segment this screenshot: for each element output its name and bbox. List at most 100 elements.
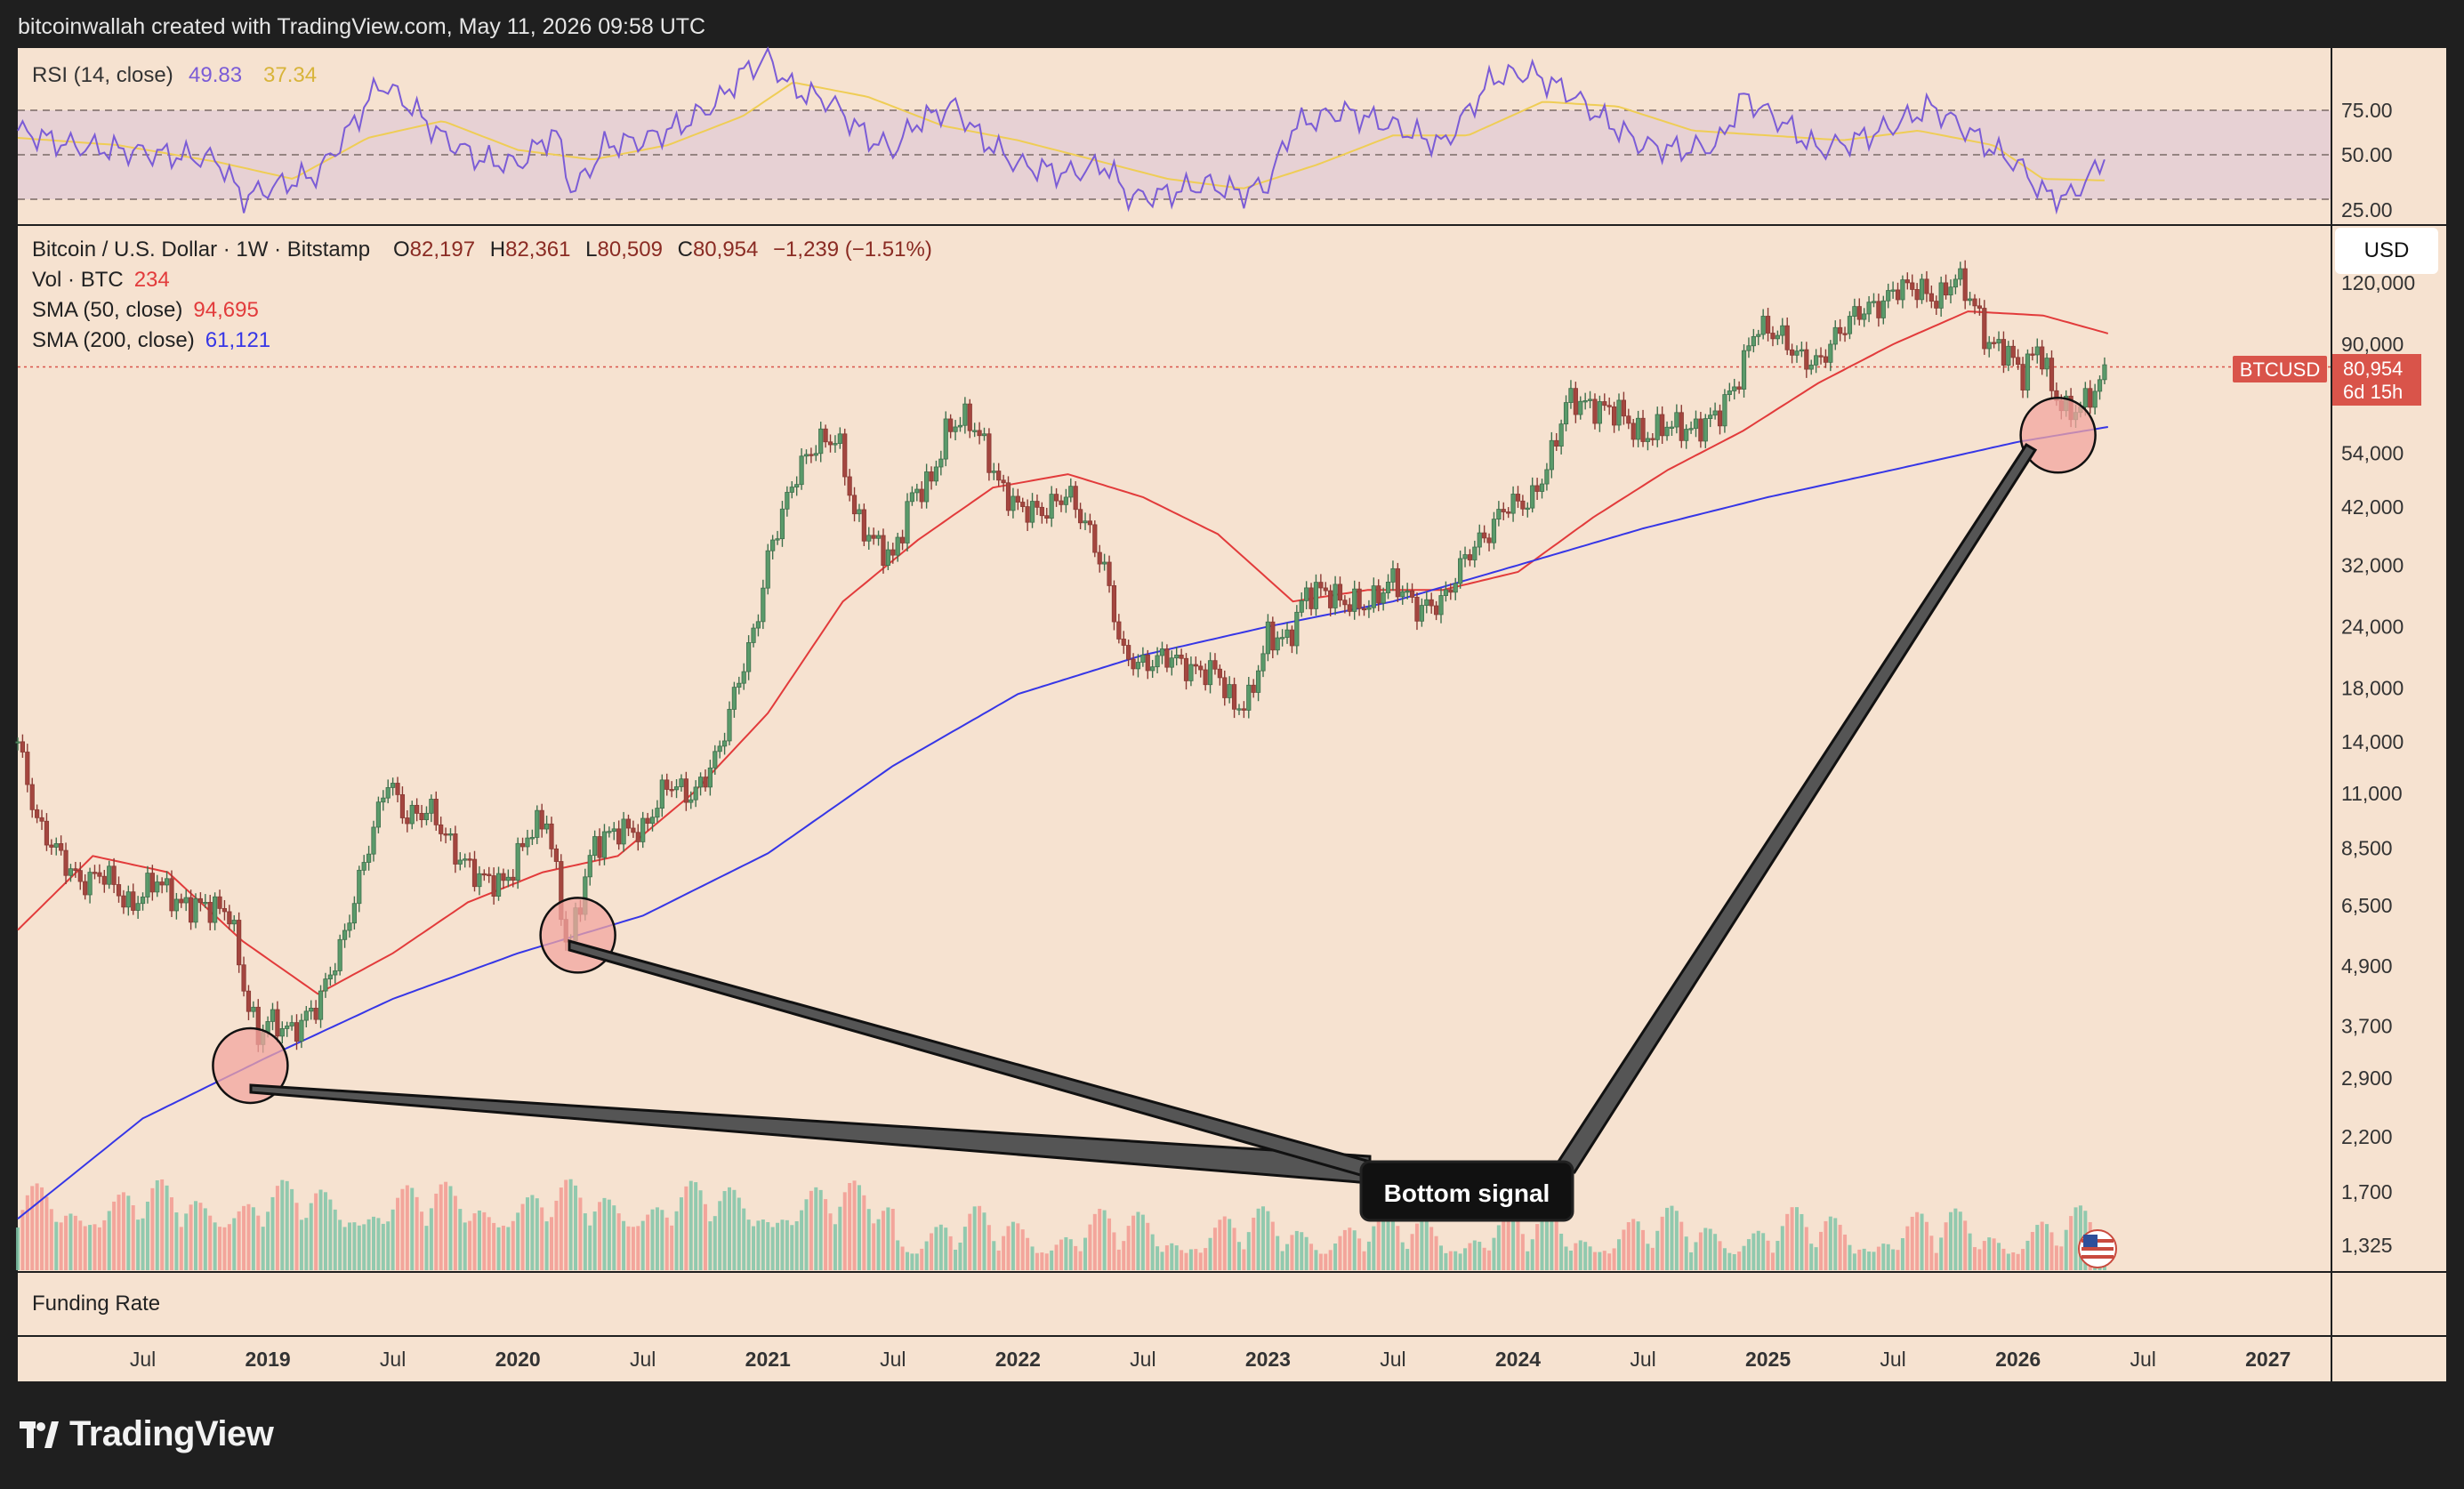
candle-body [1880,300,1886,318]
candle-body [607,831,612,833]
panel-dividers [18,48,2446,1381]
price-tick-label: 18,000 [2341,677,2404,700]
volume-bar [636,1226,640,1270]
volume-bar [544,1221,549,1270]
volume-bar [1270,1221,1275,1270]
volume-bar [2006,1253,2010,1270]
candle-body [1698,418,1703,442]
volume-bar [1660,1216,1664,1270]
time-tick-label: 2023 [1245,1348,1291,1371]
candle-body [640,817,646,842]
volume-bar [1184,1252,1188,1270]
change-value: −1,239 (−1.51%) [773,237,932,262]
candle-body [1962,268,1968,302]
tradingview-logo[interactable]: TradingView [20,1414,274,1454]
volume-bar [1044,1253,1049,1270]
volume-bar [270,1196,275,1270]
candle-body [1534,485,1540,492]
candle-body [1462,554,1468,559]
volume-bar [664,1217,669,1270]
volume-bar [924,1241,929,1270]
volume-bar [501,1225,505,1270]
candle-body [1520,500,1526,510]
volume-bar [275,1186,279,1270]
us-flag-icon[interactable] [2078,1229,2117,1268]
candle-body [92,872,98,874]
volume-bar [218,1227,222,1270]
candle-body [1212,660,1218,670]
ticker-tag: BTCUSD [2240,358,2320,381]
candle-body [361,862,366,871]
candle-body [751,627,756,643]
volume-bar [1977,1249,1982,1270]
currency-button[interactable]: USD [2335,228,2438,274]
candle-body [929,471,934,482]
candle-body [83,881,88,896]
time-tick-label: 2025 [1745,1348,1791,1371]
volume-bar [424,1226,429,1270]
candle-body [1001,479,1006,484]
candle-body [785,492,790,510]
volume-bar [1156,1246,1160,1270]
candle-body [1525,507,1530,511]
candle-body [1135,662,1141,670]
volume-bar [189,1204,193,1270]
volume-label: Vol · BTC [32,268,124,292]
volume-bar [1140,1214,1145,1270]
volume-bar [1924,1221,1929,1270]
candle-body [1164,648,1170,668]
candle-body [1938,282,1944,309]
candle-body [2092,390,2098,408]
candle-body [549,823,554,849]
volume-bar [2011,1252,2016,1270]
candle-body [2020,364,2025,390]
candle-body [1352,588,1357,612]
candle-body [683,778,688,803]
candle-body [697,777,704,788]
candle-body [1318,582,1324,589]
candle-body [419,812,424,821]
volume-bar [1876,1246,1880,1270]
candle-body [471,858,478,888]
candle-body [1405,591,1410,593]
volume-bar [746,1219,751,1270]
candle-body [111,865,117,885]
high-value: 82,361 [505,237,570,262]
candle-body [371,826,376,855]
volume-bar [1679,1221,1684,1270]
volume-bar [1222,1216,1227,1270]
volume-bar [1439,1245,1443,1270]
volume-bar [660,1210,664,1270]
candle-body [1789,349,1795,356]
volume-bar [1843,1234,1848,1270]
candle-body [673,786,680,791]
candle-body [313,1008,318,1020]
candle-body [481,873,487,876]
volume-bar [2030,1232,2034,1270]
candle-body [1092,524,1098,553]
volume-bar [650,1209,655,1270]
volume-bar [824,1199,828,1270]
time-tick-label: Jul [630,1348,656,1371]
volume-bar [1809,1244,1814,1270]
time-tick-label: Jul [880,1348,906,1371]
candle-body [1808,364,1814,370]
volume-bar [2073,1207,2078,1270]
candle-body [1953,278,1958,288]
sma50-value: 94,695 [193,298,258,322]
volume-bar [1280,1251,1284,1270]
candle-body [1087,520,1093,526]
candle-body [1241,708,1246,711]
candle-body [511,876,516,881]
volume-bar [790,1225,794,1270]
candle-body [1587,398,1593,401]
volume-bar [1583,1242,1588,1270]
candle-body [68,868,74,876]
volume-bar [415,1196,419,1270]
volume-bar [1242,1249,1246,1270]
volume-bar [674,1211,679,1270]
volume-bar [405,1185,409,1270]
volume-bar [1188,1249,1193,1270]
candle-body [1818,355,1824,358]
